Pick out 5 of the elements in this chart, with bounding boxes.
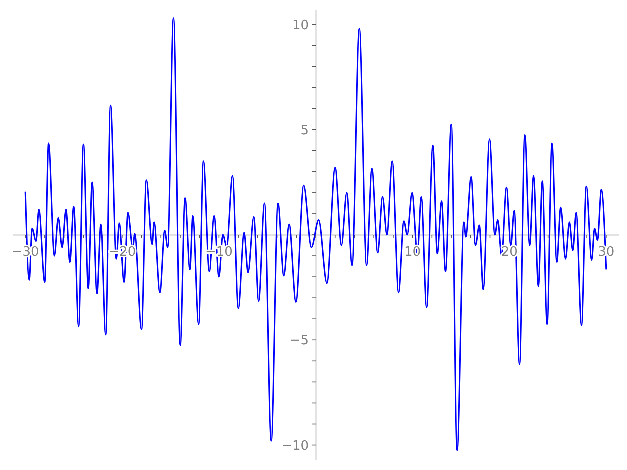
y-tick-label: 10 [292,18,309,34]
x-tick-label: 10 [404,245,422,260]
y-tick-label: −5 [290,334,309,349]
y-tick-label: −10 [282,438,309,454]
y-tick-label: 5 [300,123,309,138]
